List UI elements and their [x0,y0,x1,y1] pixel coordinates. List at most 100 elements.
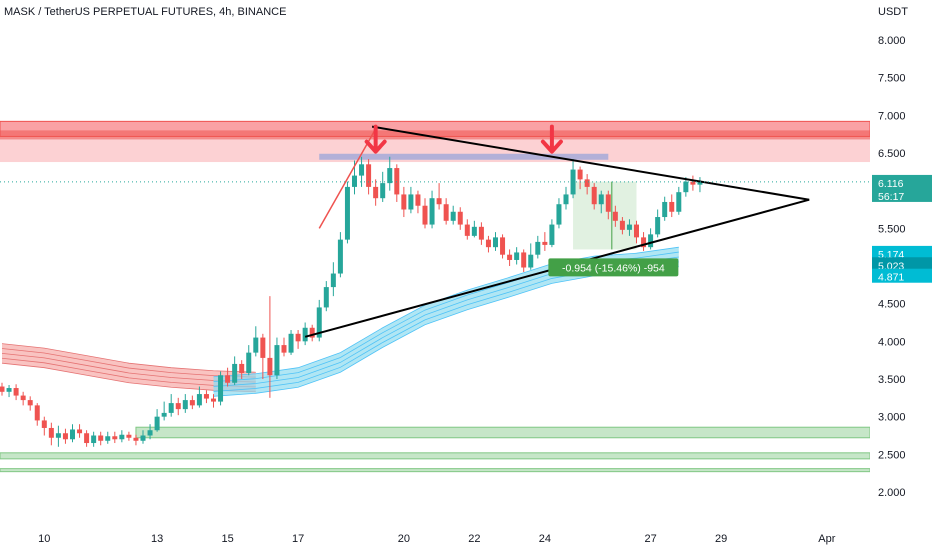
candle-body [528,254,534,268]
candle-body [55,433,61,438]
y-tick-label: 4.000 [878,336,906,348]
candle-body [676,192,682,212]
plot-area[interactable] [0,120,870,473]
x-tick-label: 13 [151,533,163,545]
y-tick-label: 2.000 [878,487,906,499]
candle-body [521,252,527,268]
candle-body [690,181,696,185]
upper-trendline[interactable] [371,125,810,201]
candle-body [493,237,498,248]
candle-body [436,198,442,205]
candle-body [443,204,449,221]
candle-body [626,224,632,230]
x-tick-label: 17 [292,533,304,545]
candle-body [62,433,68,440]
candle-body [429,198,435,225]
candle-body [253,337,259,353]
candle-body [161,412,167,417]
candle-body [598,194,604,205]
candle-body [408,194,414,210]
support-zone-lower [0,452,870,460]
candle-body [302,327,308,342]
candle-body [655,217,661,235]
resistance-zone-inner [0,130,870,140]
x-tick-label: 20 [398,533,410,545]
candle-body [112,436,118,440]
candle-body [147,430,153,436]
candle-body [48,427,54,438]
moving-average-band-blue [213,247,679,397]
grey-level-bar [319,153,609,160]
candle-body [359,164,365,176]
candle-body [140,435,146,441]
x-tick-label: 15 [221,533,233,545]
candle-body [535,241,541,255]
candle-body [119,434,125,440]
x-tick-label: 24 [539,533,551,545]
candle-body [189,400,195,406]
y-tick-label: 7.000 [878,110,906,122]
level-badge: 4.871 [872,268,932,284]
axis-unit: USDT [878,6,908,18]
candle-body [309,327,315,338]
candle-body [84,433,90,444]
y-tick-label: 2.500 [878,449,906,461]
candle-body [77,429,83,434]
candle-body [98,435,104,441]
candle-body [288,333,294,353]
candle-body [662,201,668,218]
x-tick-label: 10 [38,533,50,545]
candle-body [133,437,139,441]
candle-body [471,226,477,236]
candle-body [6,388,12,392]
candle-body [507,254,513,260]
candle-body [373,186,379,199]
x-tick-label: 27 [644,533,656,545]
y-tick-label: 6.500 [878,148,906,160]
last-price-badge-text: 56:17 [878,191,904,203]
candle-body [380,183,386,199]
candle-body [387,168,393,184]
candle-body [330,273,336,288]
candle-body [13,388,19,396]
candle-body [464,224,470,236]
candle-body [232,363,238,383]
candle-body [415,194,421,206]
y-tick-label: 5.500 [878,223,906,235]
candle-body [634,224,639,238]
candle-body [683,181,689,193]
down-arrow-icon [540,124,563,154]
flagpole-line[interactable] [318,128,377,229]
candle-body [669,201,675,212]
candle-body [175,403,181,410]
candle-body [457,211,463,225]
candle-body [27,400,33,406]
candle-body [485,239,491,248]
candle-body [584,179,590,187]
down-arrow-icon [364,124,387,154]
y-tick-label: 3.500 [878,374,906,386]
candle-body [697,181,703,185]
candle-body [570,169,576,195]
y-tick-label: 7.500 [878,73,906,85]
candle-body [514,252,520,260]
measure-box [573,181,637,250]
moving-average-band-red-line [1,348,256,378]
time-axis[interactable]: 10 13 15 17 20 22 24 27 29 Apr [38,533,836,545]
candle-body [500,237,506,255]
candle-body [34,405,40,421]
candle-body [323,287,329,308]
measure-label-text: -0.954 (-15.46%) -954 [562,262,665,274]
candle-body [41,420,47,428]
last-price-badge-text: 6.116 [878,178,904,190]
candle-body [260,337,266,358]
candle-body [648,234,654,248]
level-badge-bg [872,245,932,260]
candle-body [295,333,301,342]
candle-body [563,194,569,205]
y-tick-label: 8.000 [878,35,906,47]
candle-body [168,403,174,413]
x-tick-label: 29 [715,533,727,545]
